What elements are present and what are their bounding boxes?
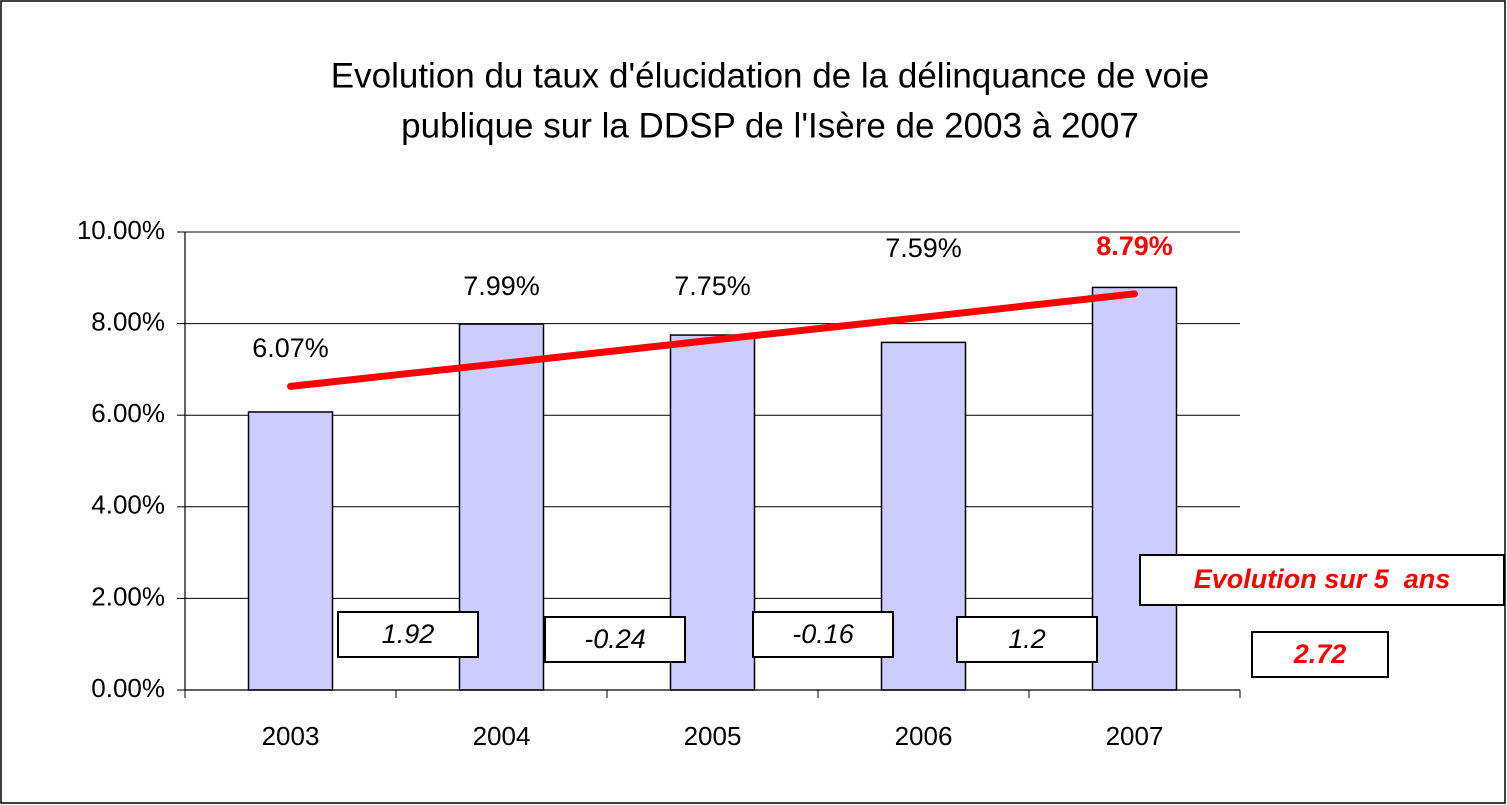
trend-line [287,290,1138,390]
y-tick-label: 0.00% [91,673,165,703]
difference-box [337,611,479,658]
difference-box [752,611,894,658]
summary-value-box [1251,631,1389,678]
difference-label: 1.2 [1008,624,1046,654]
value-label: 7.59% [885,233,962,263]
y-tick-label: 2.00% [91,581,165,611]
difference-box [544,616,686,663]
chart-title: publique sur la DDSP de l'Isère de 2003 … [401,106,1139,145]
x-tick-label: 2003 [262,721,320,751]
y-tick-label: 6.00% [91,398,165,428]
summary-box [1139,554,1505,606]
value-label: 7.99% [463,271,540,301]
x-tick-label: 2004 [473,721,531,751]
bar [247,411,334,691]
x-tick-label: 2005 [684,721,742,751]
value-label: 6.07% [252,333,329,363]
x-tick-label: 2007 [1106,721,1164,751]
difference-box [956,616,1098,663]
y-tick-label: 8.00% [91,306,165,336]
value-label: 7.75% [674,271,751,301]
x-tick-label: 2006 [895,721,953,751]
summary-label: Evolution sur 5 ans [1194,564,1451,594]
difference-label: -0.24 [584,624,646,654]
value-label: 8.79% [1096,231,1173,261]
chart-title: Evolution du taux d'élucidation de la dé… [331,56,1209,95]
difference-label: -0.16 [792,619,855,649]
difference-label: 1.92 [382,619,435,649]
bar [880,341,967,691]
summary-value: 2.72 [1293,639,1347,669]
y-tick-label: 4.00% [91,490,165,520]
y-tick-label: 10.00% [77,215,165,245]
bar [1091,286,1178,691]
